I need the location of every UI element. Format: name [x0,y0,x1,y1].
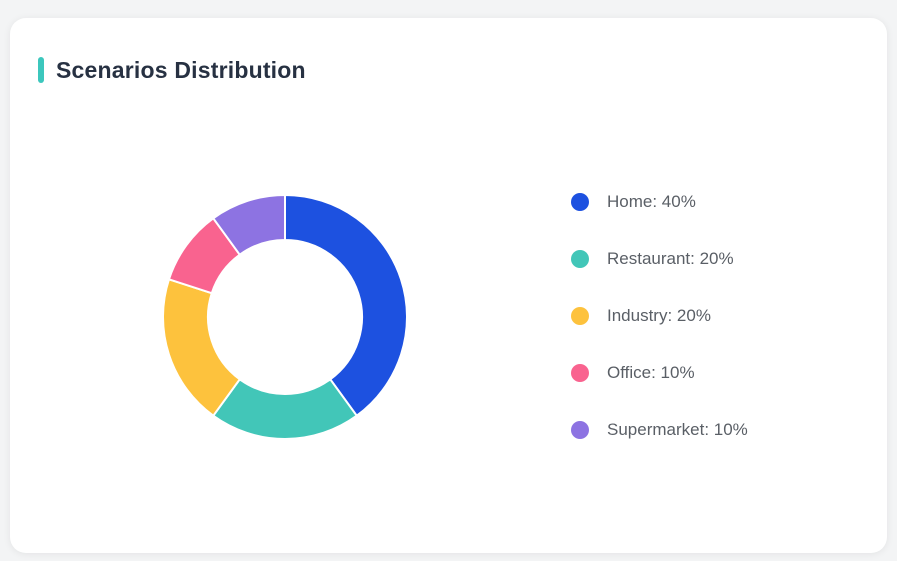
legend-dot-restaurant [571,250,589,268]
legend-item-industry[interactable]: Industry: 20% [571,307,748,325]
donut-segment-industry[interactable] [162,278,241,417]
legend-dot-industry [571,307,589,325]
donut-chart[interactable] [150,182,420,452]
legend-label: Industry: 20% [607,306,711,325]
legend-label: Restaurant: 20% [607,249,734,268]
legend-dot-supermarket [571,421,589,439]
chart-legend: Home: 40% Restaurant: 20% Industry: 20% … [571,193,748,439]
legend-label: Supermarket: 10% [607,420,748,439]
scenarios-distribution-card: Scenarios Distribution Home: 40% Restaur… [10,18,887,553]
legend-dot-home [571,193,589,211]
legend-label: Office: 10% [607,363,695,382]
page-title: Scenarios Distribution [56,57,306,83]
donut-segment-supermarket[interactable] [212,194,286,256]
legend-item-office[interactable]: Office: 10% [571,364,748,382]
legend-item-home[interactable]: Home: 40% [571,193,748,211]
donut-segment-home[interactable] [284,194,408,417]
card-header: Scenarios Distribution [38,57,306,83]
title-accent-bar [38,57,44,83]
legend-dot-office [571,364,589,382]
legend-item-supermarket[interactable]: Supermarket: 10% [571,421,748,439]
donut-segment-restaurant[interactable] [212,378,358,440]
legend-label: Home: 40% [607,192,696,211]
legend-item-restaurant[interactable]: Restaurant: 20% [571,250,748,268]
